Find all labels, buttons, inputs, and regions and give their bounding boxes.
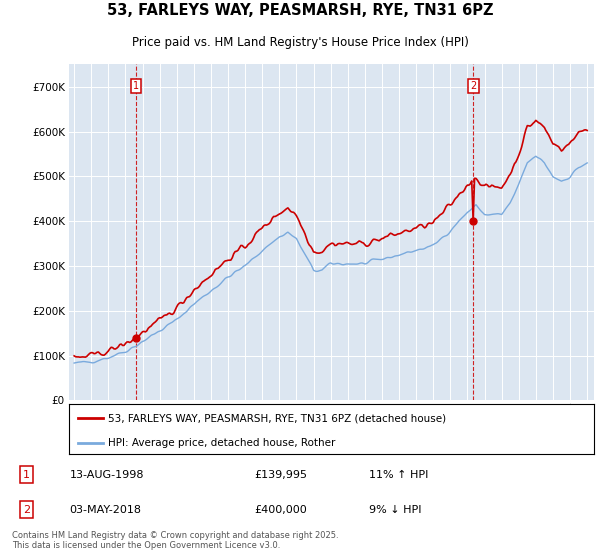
Text: 53, FARLEYS WAY, PEASMARSH, RYE, TN31 6PZ: 53, FARLEYS WAY, PEASMARSH, RYE, TN31 6P… xyxy=(107,3,493,18)
Text: HPI: Average price, detached house, Rother: HPI: Average price, detached house, Roth… xyxy=(109,438,336,448)
Text: 2: 2 xyxy=(470,81,476,91)
Text: 2: 2 xyxy=(23,505,30,515)
Text: £400,000: £400,000 xyxy=(254,505,307,515)
Text: 13-AUG-1998: 13-AUG-1998 xyxy=(70,470,144,479)
Text: Contains HM Land Registry data © Crown copyright and database right 2025.
This d: Contains HM Land Registry data © Crown c… xyxy=(12,531,338,550)
Text: 9% ↓ HPI: 9% ↓ HPI xyxy=(369,505,422,515)
Text: 1: 1 xyxy=(133,81,139,91)
Text: 53, FARLEYS WAY, PEASMARSH, RYE, TN31 6PZ (detached house): 53, FARLEYS WAY, PEASMARSH, RYE, TN31 6P… xyxy=(109,413,446,423)
Text: 11% ↑ HPI: 11% ↑ HPI xyxy=(369,470,428,479)
Text: £139,995: £139,995 xyxy=(254,470,307,479)
Text: Price paid vs. HM Land Registry's House Price Index (HPI): Price paid vs. HM Land Registry's House … xyxy=(131,36,469,49)
Text: 03-MAY-2018: 03-MAY-2018 xyxy=(70,505,142,515)
Text: 1: 1 xyxy=(23,470,30,479)
